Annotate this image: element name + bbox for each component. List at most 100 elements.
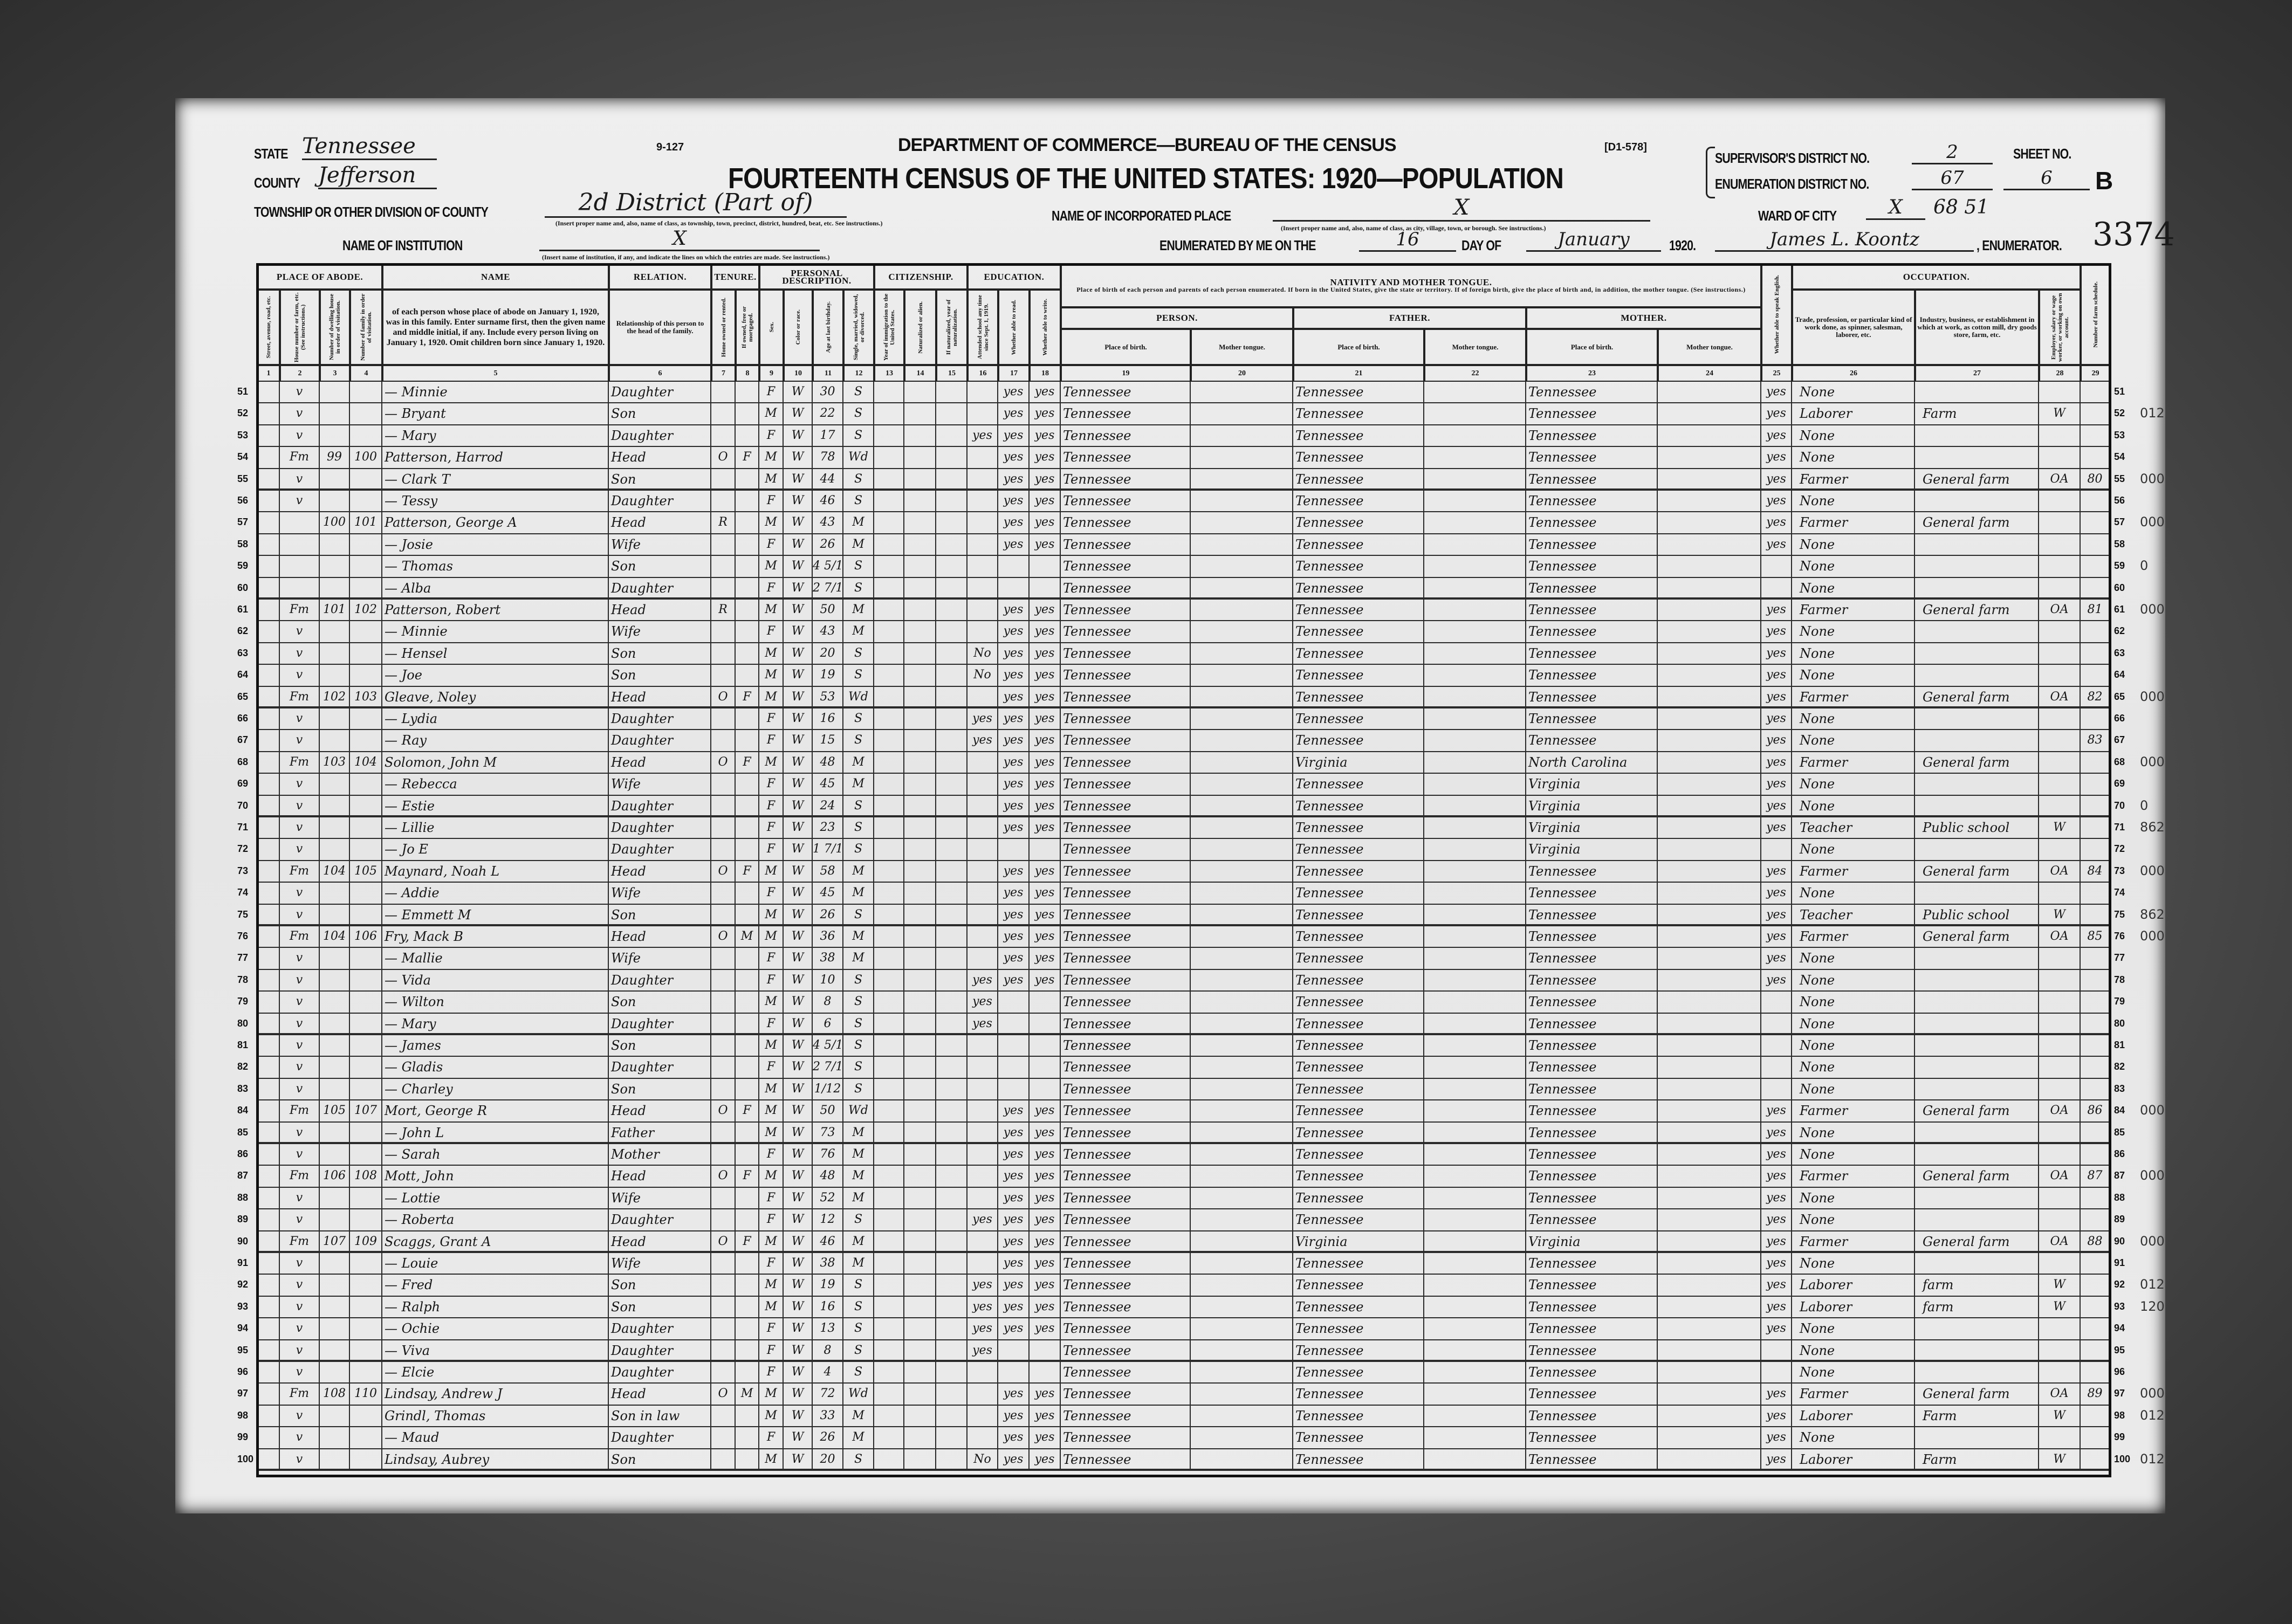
line-number: 84 — [237, 1105, 249, 1116]
cell-sex: M — [759, 992, 784, 1014]
cell-name: Fry, Mack B — [382, 926, 609, 948]
cell-name: — Ray — [382, 730, 609, 752]
cell-school — [967, 817, 998, 839]
cell-father-birthplace: Tennessee — [1293, 817, 1424, 839]
cell-empty — [904, 643, 936, 665]
cell-english: yes — [1761, 512, 1792, 534]
cell-farm-schedule — [2081, 839, 2110, 861]
cell-father-birthplace: Tennessee — [1293, 1209, 1424, 1231]
cell-occupation: None — [1792, 1144, 1915, 1166]
cell-write: yes — [1030, 600, 1061, 622]
column-group-header: PERSONAL DESCRIPTION. — [759, 264, 874, 290]
cell-street — [257, 1057, 280, 1079]
line-number-right: 99 — [2114, 1432, 2125, 1443]
cell-home — [711, 643, 736, 665]
cell-street — [257, 1275, 280, 1297]
cell-sex: M — [759, 1231, 784, 1253]
cell-read — [998, 839, 1030, 861]
cell-empty — [936, 861, 967, 883]
cell-dwelling — [320, 643, 350, 665]
line-number-right: 73 — [2114, 865, 2125, 876]
cell-dwelling — [320, 1405, 350, 1428]
cell-empty — [1658, 1013, 1761, 1035]
line-number: 72 — [237, 843, 249, 855]
cell-color: W — [784, 1209, 813, 1231]
cell-worker-class — [2039, 1187, 2081, 1210]
cell-occupation: None — [1792, 577, 1915, 600]
cell-dwelling — [320, 1187, 350, 1210]
cell-father-birthplace: Tennessee — [1293, 1057, 1424, 1079]
cell-empty — [904, 665, 936, 687]
cell-empty — [1658, 839, 1761, 861]
cell-relation: Son — [609, 1449, 711, 1471]
cell-farm-schedule — [2081, 621, 2110, 643]
line-number: 76 — [237, 931, 249, 941]
district-bracket — [1706, 147, 1715, 198]
cell-marital: M — [843, 1187, 874, 1210]
cell-mother-birthplace: Tennessee — [1526, 534, 1658, 556]
cell-read: yes — [998, 491, 1030, 513]
cell-abode: Fm — [280, 1100, 320, 1123]
cell-farm-schedule: 86 — [2081, 1100, 2110, 1123]
cell-empty — [936, 447, 967, 469]
cell-occupation: None — [1792, 425, 1915, 448]
cell-empty — [1191, 774, 1293, 796]
cell-sex: F — [759, 1427, 784, 1449]
cell-empty — [936, 425, 967, 448]
cell-school — [967, 1187, 998, 1210]
cell-empty — [936, 1122, 967, 1144]
cell-birthplace: Tennessee — [1061, 1253, 1191, 1275]
cell-marital: M — [843, 534, 874, 556]
column-header-17: Whether able to read. — [998, 290, 1030, 365]
cell-mother-birthplace: Tennessee — [1526, 1078, 1658, 1101]
cell-tenure — [736, 1340, 759, 1362]
cell-marital: S — [843, 469, 874, 491]
line-number-right: 66 — [2114, 713, 2125, 724]
line-number-right: 63 — [2114, 647, 2125, 658]
cell-sex: M — [759, 1405, 784, 1428]
cell-empty — [1424, 1318, 1526, 1340]
cell-read: yes — [998, 1209, 1030, 1231]
cell-english: yes — [1761, 1100, 1792, 1123]
cell-age: 19 — [813, 665, 843, 687]
column-header-3: Number of dwelling house in order of vis… — [320, 290, 350, 365]
cell-mother-birthplace: Virginia — [1526, 839, 1658, 861]
cell-family — [350, 817, 382, 839]
cell-industry — [1915, 643, 2039, 665]
cell-father-birthplace: Tennessee — [1293, 382, 1424, 404]
cell-english: yes — [1761, 795, 1792, 817]
cell-name: — Minnie — [382, 382, 609, 404]
cell-empty — [874, 883, 904, 905]
cell-worker-class — [2039, 948, 2081, 970]
cell-empty — [874, 1340, 904, 1362]
cell-dwelling — [320, 382, 350, 404]
line-number-right: 91 — [2114, 1257, 2125, 1268]
cell-color: W — [784, 621, 813, 643]
cell-school — [967, 1100, 998, 1123]
cell-empty — [874, 600, 904, 622]
cell-empty — [904, 1384, 936, 1406]
cell-mother-birthplace: Tennessee — [1526, 926, 1658, 948]
cell-dwelling — [320, 839, 350, 861]
cell-empty — [904, 883, 936, 905]
line-number: 65 — [237, 691, 249, 702]
cell-school — [967, 839, 998, 861]
cell-tenure: M — [736, 926, 759, 948]
cell-age: 58 — [813, 861, 843, 883]
cell-family — [350, 708, 382, 731]
cell-abode: v — [280, 1187, 320, 1210]
cell-write: yes — [1030, 1209, 1061, 1231]
cell-occupation: None — [1792, 534, 1915, 556]
line-number-right: 93 — [2114, 1300, 2125, 1312]
margin-code: 000 — [2140, 602, 2165, 617]
cell-father-birthplace: Tennessee — [1293, 643, 1424, 665]
cell-school: No — [967, 665, 998, 687]
cell-write: yes — [1030, 447, 1061, 469]
cell-abode: v — [280, 469, 320, 491]
cell-industry — [1915, 665, 2039, 687]
cell-home — [711, 839, 736, 861]
cell-street — [257, 600, 280, 622]
cell-read — [998, 1057, 1030, 1079]
cell-empty — [1191, 1405, 1293, 1428]
cell-relation: Son — [609, 992, 711, 1014]
